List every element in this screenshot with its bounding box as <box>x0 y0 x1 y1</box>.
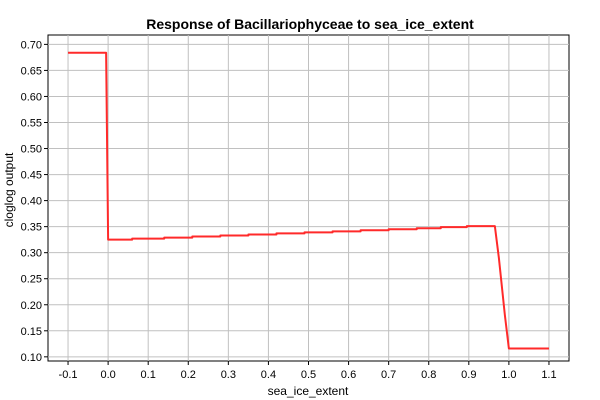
y-tick-label: 0.35 <box>21 222 42 234</box>
x-tick-label: 0.2 <box>181 369 196 381</box>
y-tick-label: 0.30 <box>21 248 42 260</box>
x-tick-label: -0.1 <box>59 369 78 381</box>
x-tick-label: 0.5 <box>301 369 316 381</box>
y-tick-label: 0.65 <box>21 65 42 77</box>
x-tick-label: 0.7 <box>381 369 396 381</box>
y-tick-label: 0.45 <box>21 170 42 182</box>
y-tick-label: 0.70 <box>21 39 42 51</box>
series-layer <box>68 51 549 350</box>
y-tick-label: 0.60 <box>21 91 42 103</box>
y-tick-label: 0.10 <box>21 352 42 364</box>
x-tick-label: 0.8 <box>421 369 436 381</box>
grid <box>48 35 569 361</box>
y-tick-label: 0.25 <box>21 274 42 286</box>
chart-title: Response of Bacillariophyceae to sea_ice… <box>146 16 474 32</box>
x-tick-label: 1.0 <box>501 369 516 381</box>
x-tick-label: 0.1 <box>141 369 156 381</box>
x-tick-label: 0.9 <box>461 369 476 381</box>
x-tick-label: 0.0 <box>100 369 115 381</box>
response-curve-line <box>68 51 549 350</box>
x-tick-label: 0.3 <box>221 369 236 381</box>
x-tick-label: 0.6 <box>341 369 356 381</box>
x-axis-label: sea_ice_extent <box>268 384 349 398</box>
x-tick-label: 0.4 <box>261 369 276 381</box>
y-tick-label: 0.15 <box>21 326 42 338</box>
axis-ticks: -0.1 0.0 0.1 0.2 0.3 0.4 0.5 0.6 0.7 0.8 0.9 1.0 1.1… <box>21 39 557 381</box>
y-tick-label: 0.20 <box>21 300 42 312</box>
y-tick-label: 0.55 <box>21 117 42 129</box>
y-tick-label: 0.40 <box>21 196 42 208</box>
x-tick-label: 1.1 <box>541 369 556 381</box>
y-tick-label: 0.50 <box>21 144 42 156</box>
y-axis-label: cloglog output <box>2 152 16 227</box>
